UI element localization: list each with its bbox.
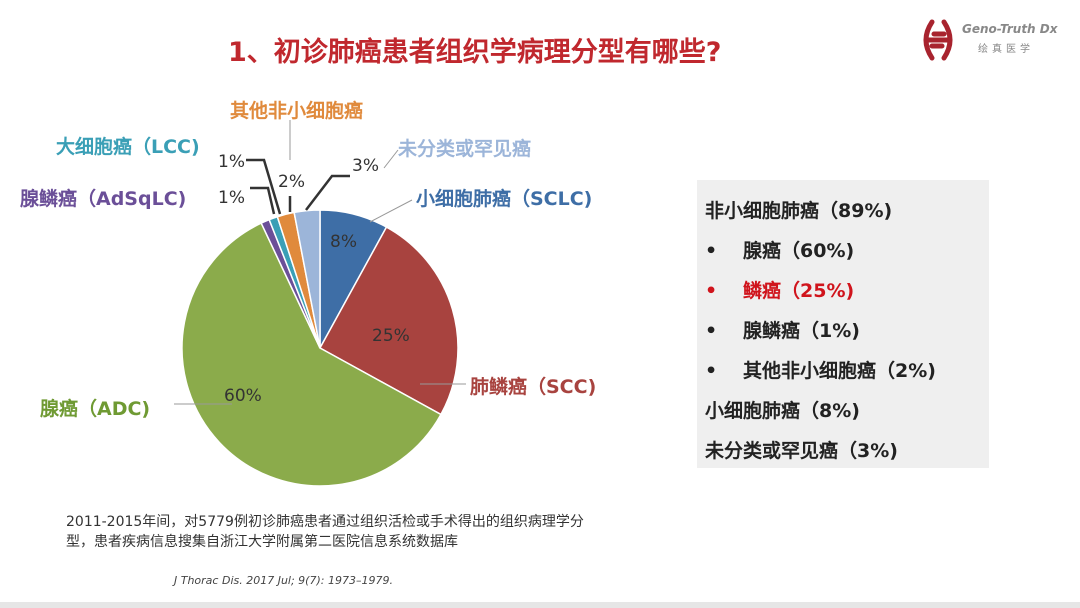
- leader-line-unclassified-label: [383, 149, 399, 169]
- summary-item: 小细胞肺癌（8%): [705, 400, 860, 422]
- summary-item-highlight: • 鳞癌（25%): [705, 280, 855, 302]
- logo: Geno-Truth Dx 绘真医学: [918, 18, 1068, 62]
- logo-name: Geno-Truth Dx: [962, 22, 1058, 36]
- summary-item: • 其他非小细胞癌（2%): [705, 360, 936, 382]
- pct-adc: 60%: [224, 386, 262, 406]
- summary-item: • 腺鳞癌（1%): [705, 320, 860, 342]
- reference: J Thorac Dis. 2017 Jul; 9(7): 1973–1979.: [174, 574, 393, 587]
- label-unclassified: 未分类或罕见癌: [398, 138, 532, 160]
- logo-mark-icon: [923, 19, 953, 61]
- pct-adsqlc: 1%: [218, 188, 245, 208]
- summary-item: • 腺癌（60%): [705, 240, 855, 262]
- pct-other: 2%: [278, 172, 305, 192]
- label-other: 其他非小细胞癌: [230, 100, 364, 122]
- summary-item: 未分类或罕见癌（3%): [705, 440, 898, 462]
- bottom-bar: [0, 602, 1080, 608]
- slide-title: 1、初诊肺癌患者组织学病理分型有哪些?: [228, 37, 722, 68]
- label-adsqlc: 腺鳞癌（AdSqLC): [20, 188, 187, 210]
- pie-slice-2: [181, 222, 442, 487]
- study-note: 2011-2015年间，对5779例初诊肺癌患者通过组织活检或手术得出的组织病理…: [66, 514, 584, 550]
- label-scc: 肺鳞癌（SCC): [470, 376, 597, 398]
- label-sclc: 小细胞肺癌（SCLC): [416, 188, 593, 210]
- summary-item: 非小细胞肺癌（89%): [705, 196, 892, 223]
- leader-line-lcc: [246, 158, 282, 215]
- pct-unclassified: 3%: [352, 156, 379, 176]
- leader-line-adsqlc: [250, 186, 276, 215]
- label-adc: 腺癌（ADC): [40, 398, 151, 420]
- logo-subtitle: 绘真医学: [978, 44, 1034, 55]
- pct-scc: 25%: [372, 326, 410, 346]
- leader-line-sclc: [369, 199, 413, 223]
- pie-slice-1: [318, 226, 459, 416]
- label-lcc: 大细胞癌（LCC): [56, 136, 200, 158]
- summary-box: 非小细胞肺癌（89%) • 腺癌（60%) • 鳞癌（25%) • 腺鳞癌（1%) •…: [697, 180, 989, 468]
- pct-sclc: 8%: [330, 232, 357, 252]
- leader-line-unclassified: [305, 174, 350, 211]
- summary-text: 非小细胞肺癌（89%): [705, 200, 893, 222]
- pct-lcc: 1%: [218, 152, 245, 172]
